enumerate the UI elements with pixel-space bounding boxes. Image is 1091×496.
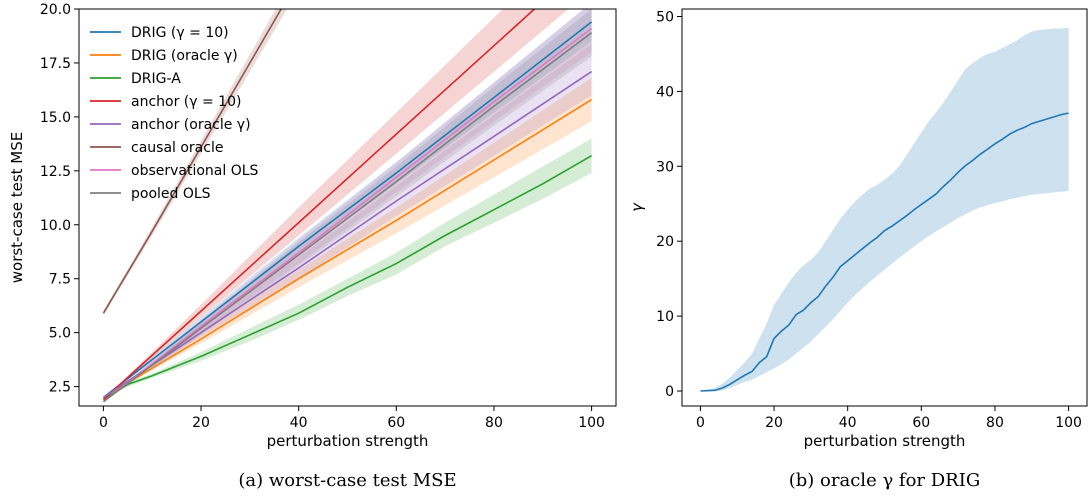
legend-item-pooled-ols: pooled OLS xyxy=(90,186,211,202)
panel-b-x-ticks: 0 20 40 60 80 100 xyxy=(696,406,1082,431)
line-anchor-gamma-10 xyxy=(102,9,536,401)
legend-label: observational OLS xyxy=(131,163,259,179)
y-tick-label: 5.0 xyxy=(49,326,71,342)
x-tick-label: 100 xyxy=(1055,415,1082,431)
line-oracle-gamma xyxy=(700,112,1069,392)
x-tick-label: 100 xyxy=(578,415,605,431)
y-tick-label: 40 xyxy=(656,84,674,100)
band-anchor-oracle-gamma xyxy=(103,43,592,398)
line-causal-oracle xyxy=(102,9,283,314)
panel-b-oracle-gamma: 0 20 40 60 80 100 0 10 20 30 40 50 perturbation st… xyxy=(628,8,1088,491)
line-drig-gamma-10 xyxy=(102,21,593,399)
y-tick-label: 30 xyxy=(656,159,674,175)
band-drig-oracle-gamma xyxy=(103,78,592,398)
panel-a-legend: DRIG (γ = 10) DRIG (oracle γ) DRIG-A anchor… xyxy=(90,25,259,202)
panel-b-series-line xyxy=(700,112,1069,392)
x-tick-label: 20 xyxy=(192,415,210,431)
panel-b-confidence-band xyxy=(700,27,1069,391)
legend-label: DRIG (oracle γ) xyxy=(131,48,238,64)
legend-label: causal oracle xyxy=(131,140,223,156)
panel-b-x-axis-label: perturbation strength xyxy=(804,432,966,450)
panel-b-caption: (b) oracle γ for DRIG xyxy=(789,470,980,491)
y-tick-label: 12.5 xyxy=(40,164,71,180)
y-tick-label: 20.0 xyxy=(40,2,71,18)
panel-a-x-axis-label: perturbation strength xyxy=(267,432,429,450)
band-anchor-gamma-10 xyxy=(103,9,569,400)
panel-b-y-ticks: 0 10 20 30 40 50 xyxy=(656,9,682,400)
legend-label: anchor (oracle γ) xyxy=(131,117,251,133)
panel-a-y-ticks: 2.5 5.0 7.5 10.0 12.5 15.0 17.5 20.0 xyxy=(40,2,79,396)
legend-item-causal-oracle: causal oracle xyxy=(90,140,223,156)
panel-a-caption: (a) worst-case test MSE xyxy=(238,470,456,491)
legend-label: pooled OLS xyxy=(131,186,211,202)
y-tick-label: 10.0 xyxy=(40,218,71,234)
legend-item-anchor-oracle-gamma: anchor (oracle γ) xyxy=(90,117,251,133)
y-tick-label: 17.5 xyxy=(40,56,71,72)
y-tick-label: 7.5 xyxy=(49,272,71,288)
legend-item-drig-a: DRIG-A xyxy=(90,71,181,87)
panel-a-worst-case-mse: 0 20 40 60 80 100 2.5 5.0 7.5 10.0 12.5 15.0 17.5 20… xyxy=(8,2,617,491)
line-anchor-oracle-gamma xyxy=(102,70,593,399)
legend-label: anchor (γ = 10) xyxy=(131,94,241,110)
panel-a-y-axis-label: worst-case test MSE xyxy=(8,132,26,284)
x-tick-label: 20 xyxy=(765,415,783,431)
legend-item-anchor-gamma-10: anchor (γ = 10) xyxy=(90,94,241,110)
legend-item-drig-oracle-gamma: DRIG (oracle γ) xyxy=(90,48,238,64)
line-drig-oracle-gamma xyxy=(102,98,593,399)
x-tick-label: 80 xyxy=(485,415,503,431)
x-tick-label: 80 xyxy=(986,415,1004,431)
legend-label: DRIG (γ = 10) xyxy=(131,25,229,41)
y-tick-label: 0 xyxy=(665,384,674,400)
x-tick-label: 40 xyxy=(290,415,308,431)
panel-a-x-ticks: 0 20 40 60 80 100 xyxy=(99,406,605,431)
y-tick-label: 2.5 xyxy=(49,380,71,396)
panel-a-plot-frame xyxy=(78,8,617,407)
line-observational-ols xyxy=(102,27,593,403)
y-tick-label: 10 xyxy=(656,309,674,325)
legend-item-observational-ols: observational OLS xyxy=(90,163,259,179)
legend-item-drig-gamma-10: DRIG (γ = 10) xyxy=(90,25,229,41)
line-pooled-ols xyxy=(102,32,593,403)
y-tick-label: 50 xyxy=(656,9,674,25)
y-tick-label: 20 xyxy=(656,234,674,250)
x-tick-label: 0 xyxy=(99,415,108,431)
x-tick-label: 60 xyxy=(912,415,930,431)
band-drig-gamma-10 xyxy=(103,9,592,398)
x-tick-label: 0 xyxy=(696,415,705,431)
band-causal-oracle xyxy=(103,9,288,316)
legend-label: DRIG-A xyxy=(131,71,181,87)
panel-b-y-axis-label: γ xyxy=(628,202,646,212)
line-drig-a xyxy=(102,155,592,401)
panel-a-series-lines xyxy=(102,9,593,403)
band-gamma xyxy=(700,27,1069,391)
y-tick-label: 15.0 xyxy=(40,110,71,126)
x-tick-label: 60 xyxy=(387,415,405,431)
panel-b-plot-frame xyxy=(681,8,1088,407)
x-tick-label: 40 xyxy=(839,415,857,431)
